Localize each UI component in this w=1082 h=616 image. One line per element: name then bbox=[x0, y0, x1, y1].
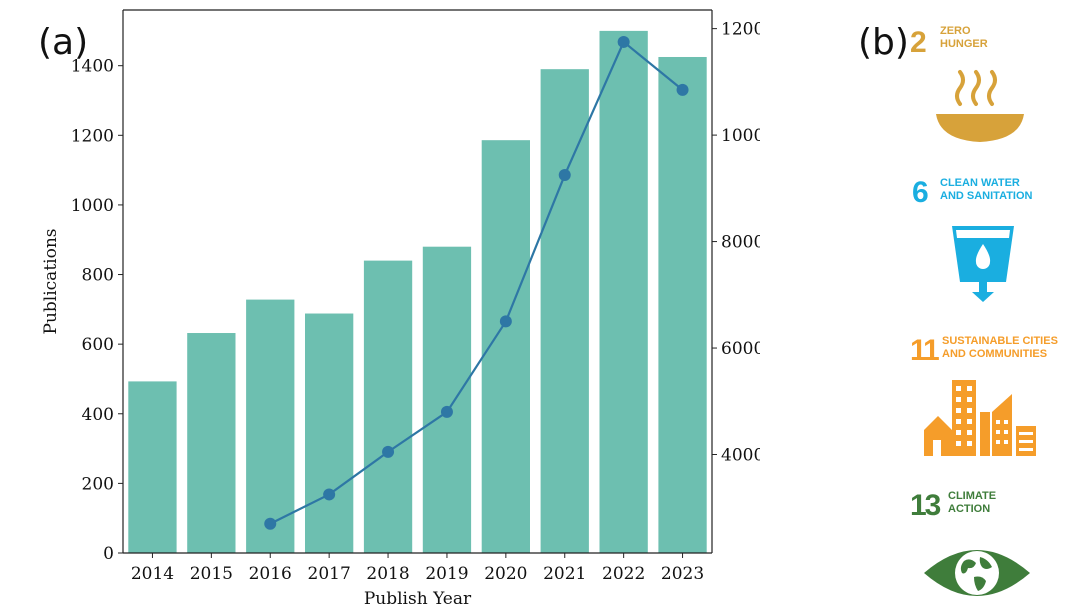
water-glass-icon bbox=[952, 226, 1014, 302]
sdg-13-climate-action: 13 CLIMATE ACTION bbox=[910, 485, 1070, 610]
sdg-11-sustainable-cities: 11 SUSTAINABLE CITIES AND COMMUNITIES bbox=[910, 330, 1080, 465]
chart: 0 200 400 600 800 1000 1200 1400 4000 6000 8000 100… bbox=[41, 9, 760, 609]
citation-point bbox=[558, 169, 571, 182]
sdg-title: CLEAN WATER AND SANITATION bbox=[940, 177, 1032, 203]
x-tick-label: 2014 bbox=[131, 564, 174, 584]
y2-tick-label: 4000 bbox=[721, 446, 760, 466]
y-tick-label: 600 bbox=[82, 335, 114, 355]
bar bbox=[540, 69, 589, 553]
y-tick-label: 1400 bbox=[71, 57, 114, 77]
citation-point bbox=[323, 488, 336, 501]
y2-tick-label: 12000 bbox=[721, 20, 760, 40]
city-buildings-icon bbox=[924, 380, 1036, 456]
x-tick-label: 2017 bbox=[308, 564, 351, 584]
sdg-6-clean-water: 6 CLEAN WATER AND SANITATION bbox=[910, 172, 1070, 307]
bar bbox=[422, 246, 472, 553]
sdg-title-line: AND SANITATION bbox=[940, 190, 1033, 202]
x-tick-label: 2018 bbox=[366, 564, 409, 584]
bar bbox=[658, 56, 707, 553]
panel-label-b: (b) bbox=[858, 22, 909, 63]
y-tick-label: 400 bbox=[82, 405, 114, 425]
citation-point bbox=[676, 83, 689, 96]
sdg-title-line: AND COMMUNITIES bbox=[942, 348, 1048, 360]
sdg-title-line: CLIMATE bbox=[948, 490, 997, 502]
sdg-2-zero-hunger: 2 ZERO HUNGER bbox=[910, 20, 1070, 150]
sdg-number: 2 bbox=[910, 26, 927, 59]
sdg-title: CLIMATE ACTION bbox=[948, 490, 996, 516]
x-tick-label: 2019 bbox=[425, 564, 468, 584]
bar bbox=[246, 299, 295, 553]
y2-tick-label: 6000 bbox=[721, 339, 760, 359]
y-axis-label: Publications bbox=[41, 229, 61, 335]
sdg-number: 11 bbox=[910, 334, 940, 367]
x-tick-label: 2022 bbox=[602, 564, 645, 584]
sdg-title: ZERO HUNGER bbox=[940, 25, 988, 51]
citation-point bbox=[382, 445, 395, 458]
sdg-number: 6 bbox=[912, 176, 929, 209]
bar bbox=[128, 381, 177, 553]
y2-tick-label: 8000 bbox=[721, 233, 760, 253]
citation-point bbox=[264, 517, 277, 530]
y2-tick-label: 10000 bbox=[721, 126, 760, 146]
citation-point bbox=[440, 405, 453, 418]
bar bbox=[599, 30, 648, 553]
bar bbox=[363, 260, 413, 553]
sdg-title-line: ZERO bbox=[940, 25, 971, 37]
x-tick-label: 2020 bbox=[484, 564, 527, 584]
bowl-icon bbox=[936, 70, 1024, 142]
y-tick-label: 1200 bbox=[71, 126, 114, 146]
sdg-title-line: SUSTAINABLE CITIES bbox=[942, 335, 1058, 347]
sdg-title-line: HUNGER bbox=[940, 38, 988, 50]
x-tick-label: 2021 bbox=[543, 564, 586, 584]
bar bbox=[305, 313, 354, 553]
panel-label-a: (a) bbox=[38, 22, 89, 63]
citation-point bbox=[617, 35, 630, 48]
bar bbox=[187, 333, 236, 553]
sdg-title-line: ACTION bbox=[948, 503, 991, 515]
citation-line bbox=[269, 40, 684, 525]
sdg-number: 13 bbox=[910, 489, 941, 522]
x-tick-label: 2016 bbox=[249, 564, 292, 584]
x-tick-label: 2015 bbox=[190, 564, 233, 584]
x-axis-label: Publish Year bbox=[364, 589, 472, 609]
citation-point bbox=[499, 315, 512, 328]
sdg-title: SUSTAINABLE CITIES AND COMMUNITIES bbox=[942, 335, 1058, 361]
x-tick-label: 2023 bbox=[661, 564, 704, 584]
y-tick-label: 200 bbox=[82, 474, 114, 494]
sdg-title-line: CLEAN WATER bbox=[940, 177, 1020, 189]
globe-eye-icon bbox=[924, 550, 1030, 596]
y-tick-label: 800 bbox=[82, 266, 114, 286]
y-tick-label: 0 bbox=[103, 544, 114, 564]
y-tick-label: 1000 bbox=[71, 196, 114, 216]
